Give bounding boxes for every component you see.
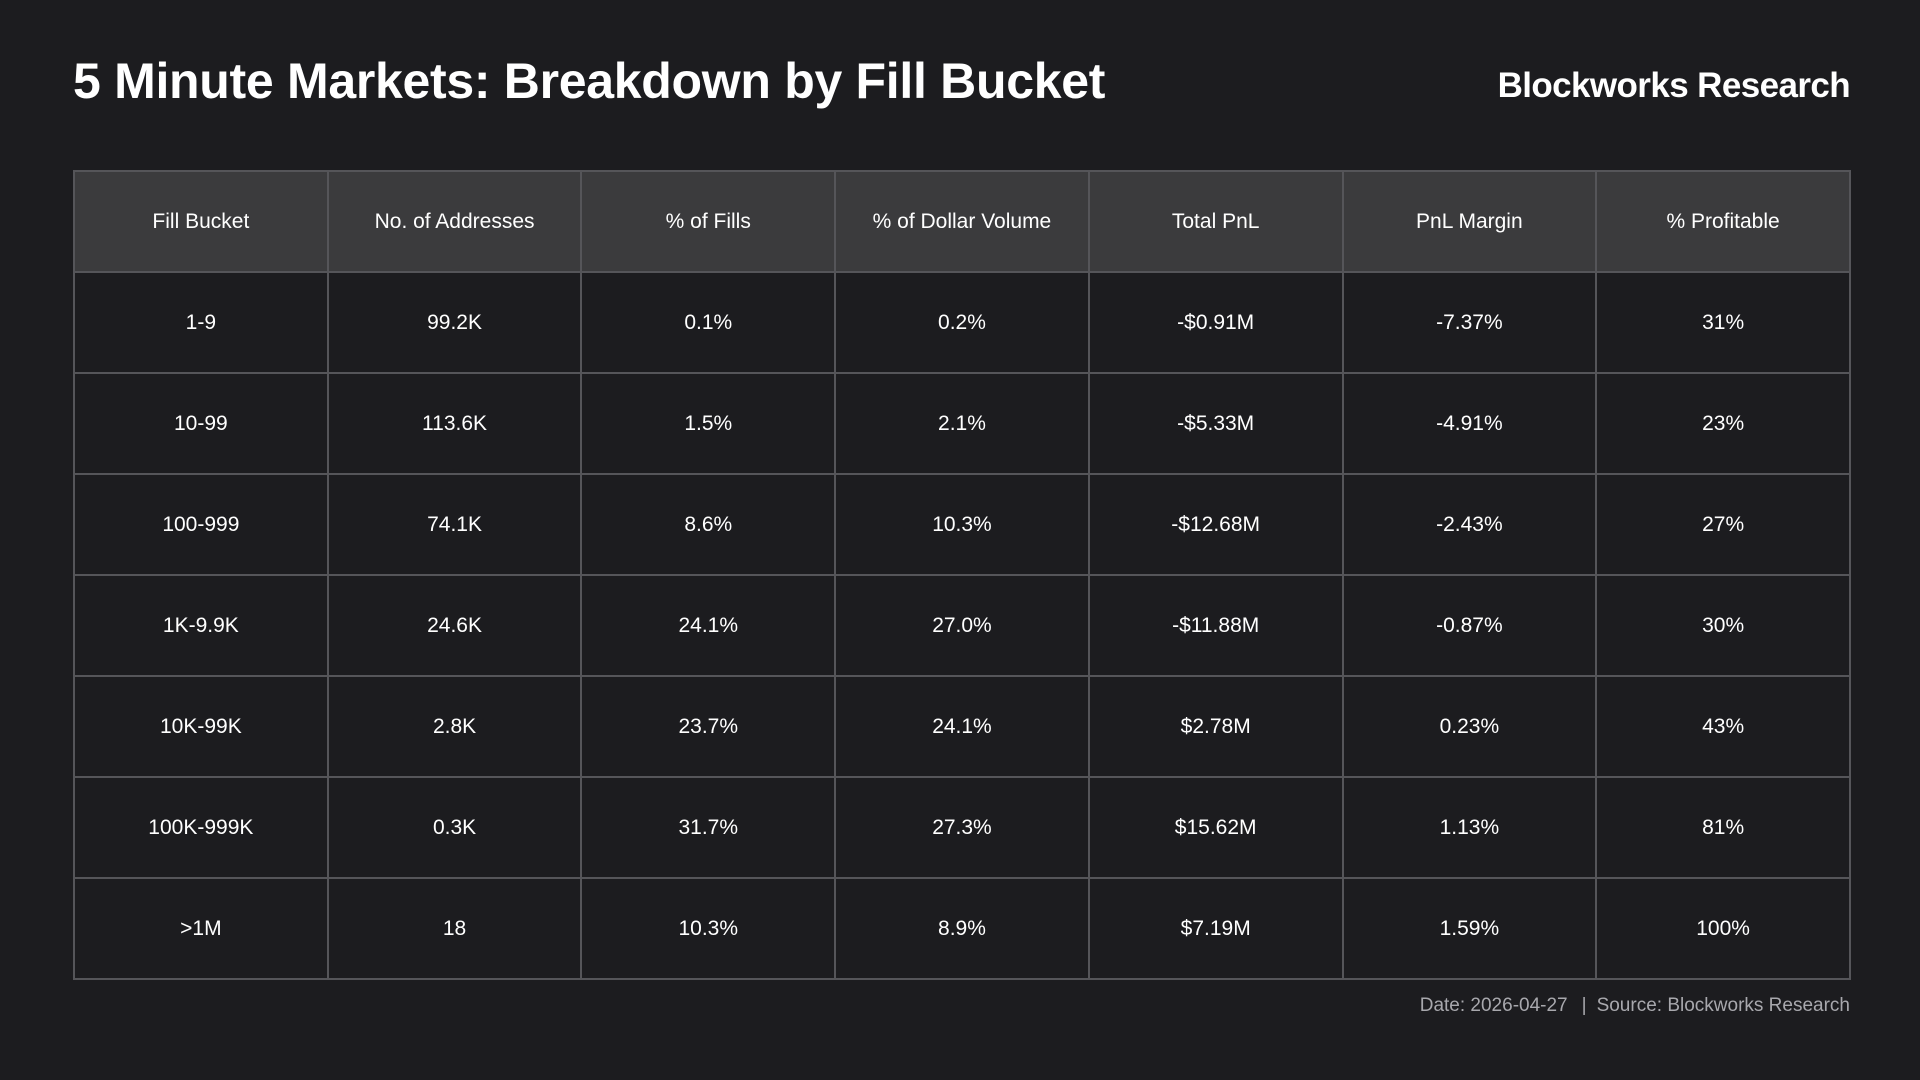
table-row: 1K-9.9K 24.6K 24.1% 27.0% -$11.88M -0.87% 30%	[73, 574, 1851, 677]
footer-separator: |	[1581, 995, 1587, 1016]
table-cell: 23%	[1595, 372, 1851, 475]
table-cell: 2.8K	[326, 675, 583, 778]
fill-bucket-table: Fill Bucket No. of Addresses% of Fills% o…	[73, 170, 1851, 980]
table-cell: >1M	[73, 877, 329, 980]
table-cell: 18	[326, 877, 583, 980]
table-cell: 74.1K	[326, 473, 583, 576]
table-cell: -$12.68M	[1087, 473, 1344, 576]
table-cell: -2.43%	[1341, 473, 1598, 576]
table-cell: 0.3K	[326, 776, 583, 879]
table-row: >1M 18 10.3% 8.9% $7.19M 1.59% 100%	[73, 877, 1851, 980]
table-cell: 81%	[1595, 776, 1851, 879]
table-cell: 24.1%	[580, 574, 837, 677]
table-header: Fill Bucket No. of Addresses% of Fills% o…	[73, 170, 1851, 273]
table-cell: 27%	[1595, 473, 1851, 576]
table-body: 1-9 99.2K 0.1% 0.2% -$0.91M -7.37% 31% 10-99 113…	[73, 271, 1851, 980]
table-cell: -$5.33M	[1087, 372, 1344, 475]
table-cell: 31%	[1595, 271, 1851, 374]
table-cell: 30%	[1595, 574, 1851, 677]
table-cell: -$0.91M	[1087, 271, 1344, 374]
table-cell: 1.5%	[580, 372, 837, 475]
table-cell: $2.78M	[1087, 675, 1344, 778]
table-cell: 27.0%	[834, 574, 1090, 677]
column-header: Fill Bucket	[73, 170, 329, 273]
table-cell: 43%	[1595, 675, 1851, 778]
table-cell: -$11.88M	[1087, 574, 1344, 677]
table-cell: 1.59%	[1341, 877, 1598, 980]
table-cell: 8.9%	[834, 877, 1090, 980]
column-header: PnL Margin	[1341, 170, 1598, 273]
column-header: Total PnL	[1087, 170, 1344, 273]
table-cell: 99.2K	[326, 271, 583, 374]
column-header: No. of Addresses	[326, 170, 583, 273]
table-cell: $15.62M	[1087, 776, 1344, 879]
table-cell: 0.2%	[834, 271, 1090, 374]
table-cell: 31.7%	[580, 776, 837, 879]
column-header: % of Dollar Volume	[834, 170, 1090, 273]
table-cell: 0.23%	[1341, 675, 1598, 778]
table-cell: 1.13%	[1341, 776, 1598, 879]
footer-source: Source: Blockworks Research	[1596, 995, 1850, 1016]
table-header-row: Fill Bucket No. of Addresses% of Fills% o…	[73, 170, 1851, 273]
data-table-container: Fill Bucket No. of Addresses% of Fills% o…	[73, 170, 1851, 980]
table-cell: 10K-99K	[73, 675, 329, 778]
table-row: 1-9 99.2K 0.1% 0.2% -$0.91M -7.37% 31%	[73, 271, 1851, 374]
table-cell: 24.1%	[834, 675, 1090, 778]
table-cell: 27.3%	[834, 776, 1090, 879]
table-cell: 10-99	[73, 372, 329, 475]
table-cell: 100K-999K	[73, 776, 329, 879]
footer: Date: 2026-04-27 | Source: Blockworks Rese…	[1420, 995, 1850, 1017]
table-cell: 100%	[1595, 877, 1851, 980]
table-row: 10K-99K 2.8K 23.7% 24.1% $2.78M 0.23% 43%	[73, 675, 1851, 778]
column-header: % of Fills	[580, 170, 837, 273]
table-row: 100K-999K 0.3K 31.7% 27.3% $15.62M 1.13% 81%	[73, 776, 1851, 879]
page-title: 5 Minute Markets: Breakdown by Fill Buck…	[73, 53, 1106, 109]
table-cell: 113.6K	[326, 372, 583, 475]
table-row: 100-999 74.1K 8.6% 10.3% -$12.68M -2.43% 27%	[73, 473, 1851, 576]
table-cell: 1K-9.9K	[73, 574, 329, 677]
table-cell: $7.19M	[1087, 877, 1344, 980]
table-cell: 24.6K	[326, 574, 583, 677]
table-cell: 1-9	[73, 271, 329, 374]
table-cell: 8.6%	[580, 473, 837, 576]
table-cell: 0.1%	[580, 271, 837, 374]
brand-logo-text: Blockworks Research	[1497, 66, 1851, 105]
table-cell: 100-999	[73, 473, 329, 576]
table-row: 10-99 113.6K 1.5% 2.1% -$5.33M -4.91% 23%	[73, 372, 1851, 475]
table-cell: -0.87%	[1341, 574, 1598, 677]
table-cell: -7.37%	[1341, 271, 1598, 374]
footer-date: Date: 2026-04-27	[1419, 995, 1568, 1016]
table-cell: 23.7%	[580, 675, 837, 778]
table-cell: 2.1%	[834, 372, 1090, 475]
table-cell: 10.3%	[834, 473, 1090, 576]
column-header: % Profitable	[1595, 170, 1851, 273]
table-cell: -4.91%	[1341, 372, 1598, 475]
table-cell: 10.3%	[580, 877, 837, 980]
